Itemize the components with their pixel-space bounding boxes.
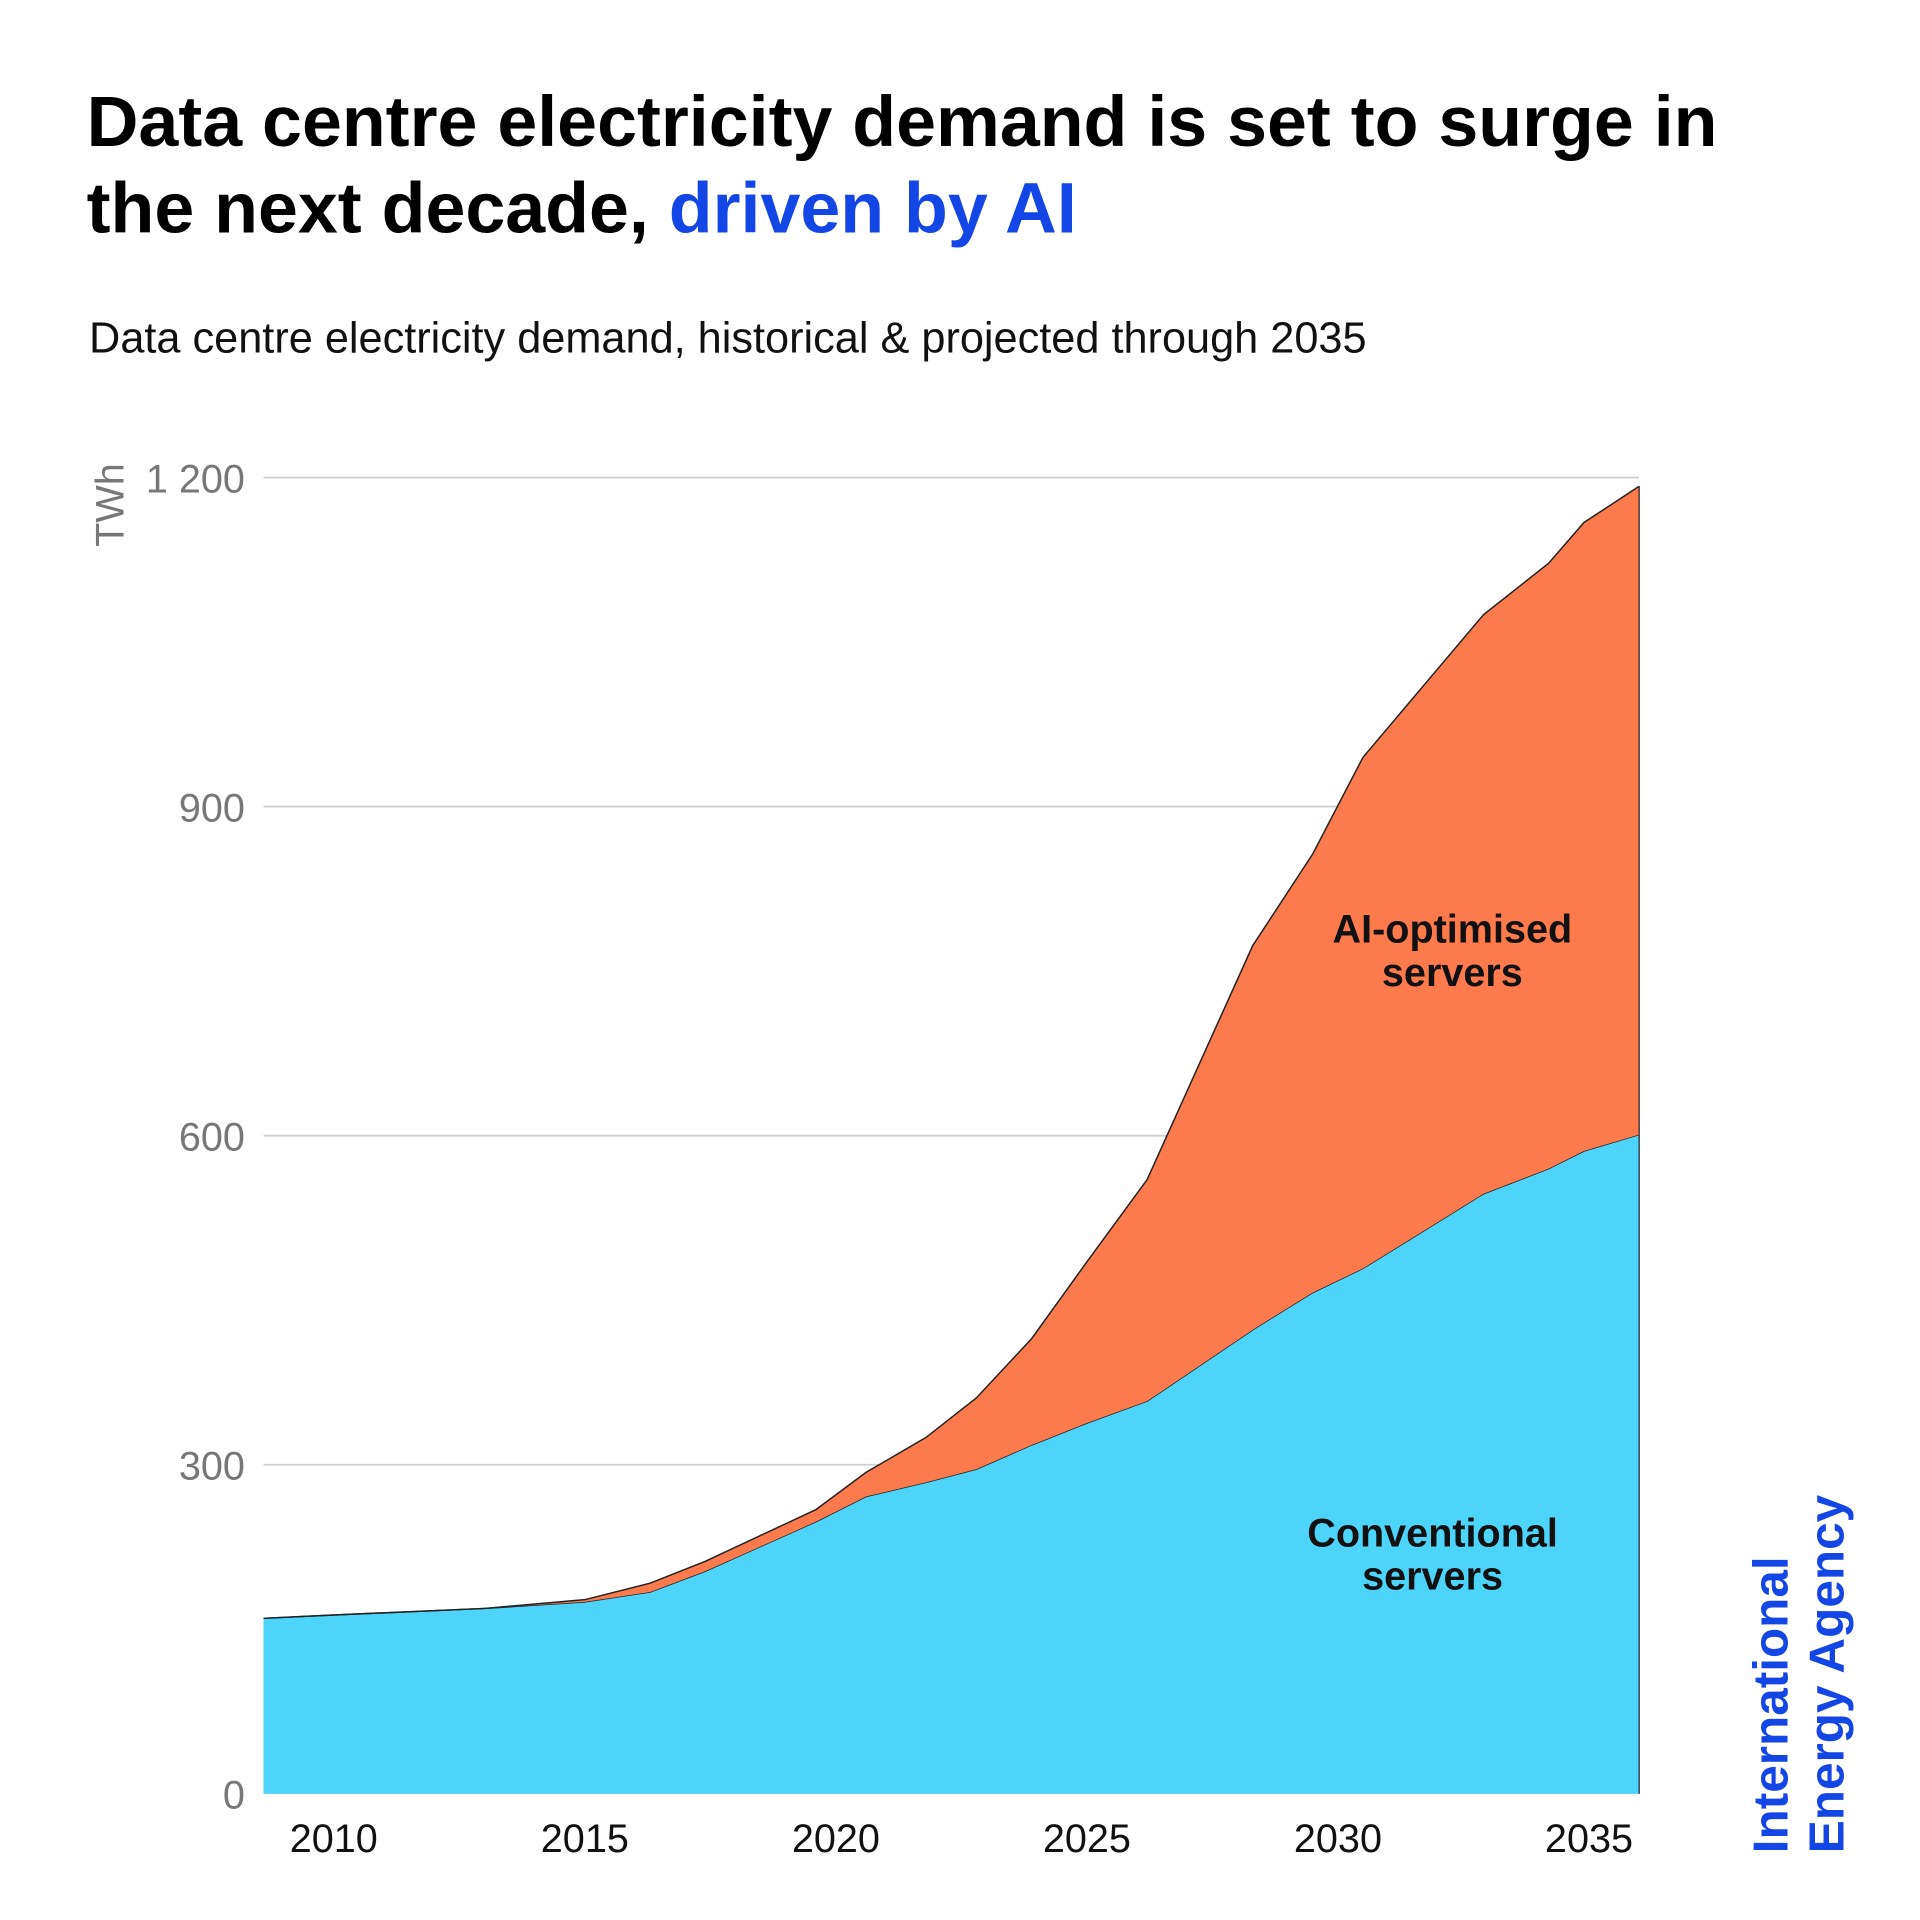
annotation-ai-line2: servers — [1382, 951, 1523, 995]
y-tick-label: 1 200 — [146, 457, 245, 501]
iea-logo-line2: Energy Agency — [1799, 1494, 1854, 1853]
x-axis-ticks: 2010 2015 2020 2025 2030 2035 — [290, 1817, 1633, 1861]
x-tick-label: 2015 — [541, 1817, 629, 1861]
title-highlight: driven by AI — [669, 169, 1077, 249]
y-tick-label: 0 — [223, 1774, 245, 1818]
y-tick-label: 300 — [179, 1445, 245, 1489]
annotation-conventional-line1: Conventional — [1307, 1511, 1558, 1555]
area-conventional-servers — [263, 1134, 1640, 1794]
chart-subtitle: Data centre electricity demand, historic… — [89, 315, 1367, 363]
chart-title-line2: the next decade, driven by AI — [87, 169, 1077, 249]
stacked-areas — [263, 485, 1640, 1794]
y-axis-ticks: 0 300 600 900 1 200 — [146, 457, 245, 1817]
chart-title-line1: Data centre electricity demand is set to… — [87, 82, 1718, 162]
y-tick-label: 600 — [179, 1116, 245, 1160]
iea-logo-line1: International — [1744, 1556, 1799, 1853]
annotation-ai-line1: AI-optimised — [1333, 908, 1573, 952]
area-outline — [263, 485, 1640, 1620]
y-tick-label: 900 — [179, 786, 245, 830]
annotation-conventional-line2: servers — [1362, 1555, 1503, 1599]
x-tick-label: 2025 — [1043, 1817, 1131, 1861]
x-tick-label: 2010 — [290, 1817, 378, 1861]
title-part2: the next decade, — [87, 169, 649, 249]
x-tick-label: 2035 — [1545, 1817, 1633, 1861]
area-ai-optimised-servers — [263, 486, 1640, 1619]
y-axis-label: TWh — [89, 463, 133, 547]
x-tick-label: 2030 — [1294, 1817, 1382, 1861]
x-tick-label: 2020 — [792, 1817, 880, 1861]
area-outline — [263, 1133, 1640, 1620]
